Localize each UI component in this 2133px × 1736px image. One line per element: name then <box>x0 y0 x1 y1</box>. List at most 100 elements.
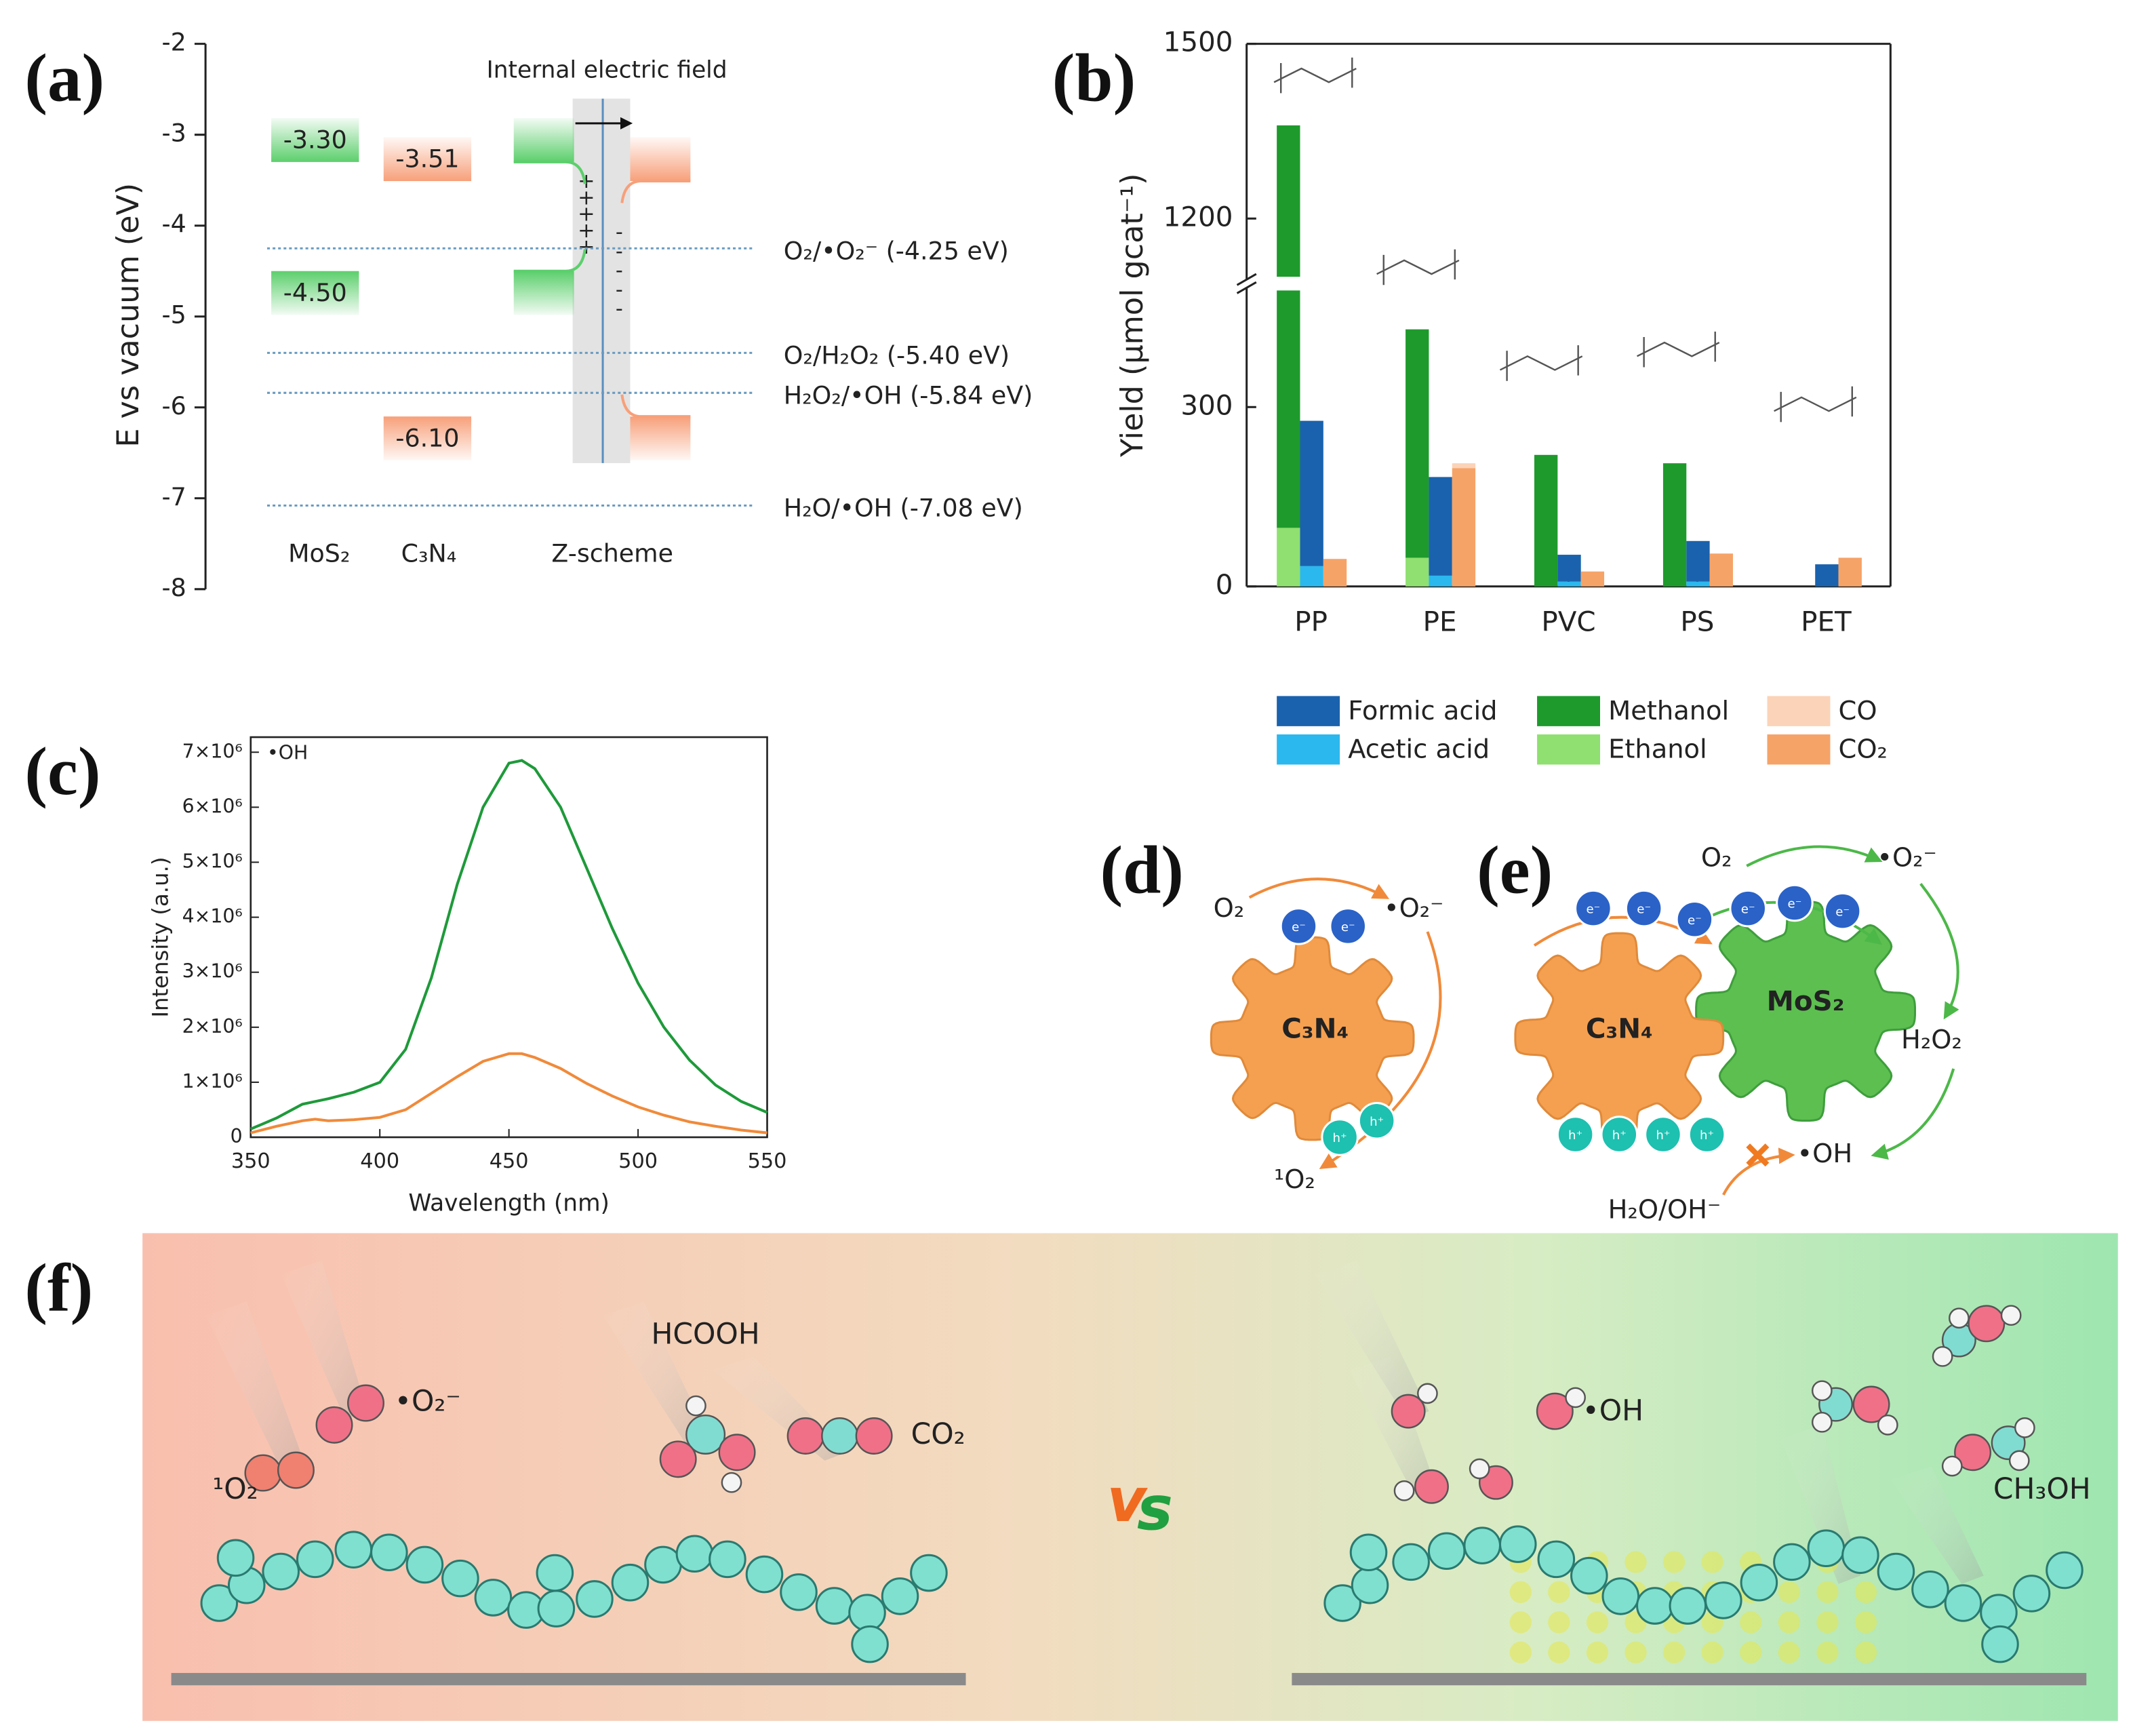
y-tick-label: 1200 <box>1163 200 1233 233</box>
atom <box>1414 1469 1449 1504</box>
y-tick-label: 7×10⁶ <box>182 740 243 762</box>
species: O₂ <box>1214 893 1245 924</box>
particle-label: e⁻ <box>1637 903 1651 917</box>
arrow <box>1871 1068 1955 1160</box>
panel-a: -8 -7 -6 -5 -4 -3 -2 E vs vacuum (eV) MoS₂ C₃N₄ Z-… <box>111 28 1033 602</box>
species: •O₂⁻ <box>1384 893 1443 924</box>
versus: s <box>1137 1473 1173 1543</box>
polymer-bead <box>536 1554 574 1592</box>
blocked <box>1746 1143 1770 1167</box>
redox-label: H₂O₂/•OH (-5.84 eV) <box>784 380 1033 410</box>
y-axis-label: Intensity (a.u.) <box>147 857 173 1018</box>
support-atom <box>1624 1641 1647 1663</box>
legend-swatch <box>1537 734 1600 765</box>
x-tick-label: 400 <box>360 1149 399 1173</box>
x-tick-label: PVC <box>1541 605 1595 637</box>
polymer-bead <box>1841 1536 1879 1575</box>
versus: v <box>1107 1465 1149 1535</box>
bar <box>1429 477 1452 576</box>
support-atom <box>1778 1581 1800 1604</box>
arrow <box>1319 931 1442 1170</box>
legend-label: Formic acid <box>1348 696 1497 726</box>
atom <box>786 1417 824 1455</box>
y-tick-label: 5×10⁶ <box>182 850 243 872</box>
y-axis-label: Yield (μmol gcat⁻¹) <box>1115 174 1150 458</box>
particle-label: h⁺ <box>1656 1128 1670 1143</box>
particle <box>1556 1116 1595 1153</box>
atom <box>1565 1387 1586 1408</box>
polymer-bead <box>370 1533 408 1572</box>
panel-d: C₃N₄ O₂ •O₂⁻ ¹O₂ e⁻ e⁻ h⁺ h⁺ <box>1210 877 1443 1195</box>
atom <box>1954 1434 1992 1472</box>
bar <box>1406 329 1429 558</box>
atom <box>1393 1480 1415 1501</box>
bar <box>1534 454 1558 587</box>
band <box>383 416 472 460</box>
x-tick-label: 500 <box>618 1149 658 1173</box>
atom <box>1469 1458 1490 1480</box>
species: CH₃OH <box>1993 1473 2091 1506</box>
particle-label: e⁻ <box>1835 905 1850 920</box>
band <box>271 118 359 162</box>
panel-label: (d) <box>1100 831 1184 907</box>
polymer-bead <box>576 1580 614 1618</box>
polymer-bead <box>709 1540 746 1579</box>
polymer-bead <box>1773 1543 1811 1581</box>
polymer-bead <box>881 1577 919 1615</box>
atom <box>1852 1385 1890 1423</box>
polymer-bead <box>780 1573 818 1611</box>
interface-strip <box>572 98 631 463</box>
polymer-bead <box>334 1531 373 1569</box>
y-tick-label: -5 <box>162 300 186 330</box>
x-tick-label: PP <box>1294 605 1328 637</box>
polymer-bead <box>405 1545 444 1584</box>
plot-frame <box>250 736 768 1139</box>
support-atom <box>1816 1581 1839 1604</box>
redox-label: H₂O/•OH (-7.08 eV) <box>784 494 1023 523</box>
x-tick-label: 350 <box>231 1149 271 1173</box>
particle <box>1321 1118 1359 1156</box>
bar <box>1300 420 1323 566</box>
support-atom <box>1740 1611 1762 1634</box>
atom <box>2000 1305 2022 1326</box>
y-tick-label: -7 <box>162 482 186 511</box>
species: CO₂ <box>911 1418 965 1451</box>
polymer-bead <box>1669 1587 1707 1625</box>
x-axis-label: Wavelength (nm) <box>408 1190 610 1217</box>
arrow <box>1722 1147 1795 1196</box>
polymer-bead <box>1392 1543 1430 1581</box>
atom <box>659 1440 697 1478</box>
x-tick-label: 550 <box>748 1149 787 1173</box>
bar <box>1452 468 1476 587</box>
particle-label: h⁺ <box>1568 1128 1582 1143</box>
support-atom <box>1586 1641 1609 1663</box>
atom <box>1536 1392 1574 1430</box>
y-tick-label: 0 <box>231 1125 243 1147</box>
panel-c: 350 400 450 500 550 0 1×10⁶ 2×10⁶ 3×10⁶ 4×10⁶ 5×10… <box>147 736 787 1217</box>
polymer-bead <box>296 1540 334 1579</box>
redox-label: O₂/H₂O₂ (-5.40 eV) <box>784 340 1010 370</box>
bar <box>1580 571 1605 587</box>
support-atom <box>1701 1551 1723 1573</box>
structure-icon <box>1637 331 1720 368</box>
species: •O₂⁻ <box>395 1385 461 1419</box>
particle-label: h⁺ <box>1333 1131 1347 1145</box>
polymer-bead <box>1980 1594 2018 1632</box>
particle <box>1823 892 1862 930</box>
charge: - <box>616 297 623 321</box>
band-edge <box>513 160 586 184</box>
atom <box>1932 1345 1953 1367</box>
support-atom <box>1854 1641 1877 1663</box>
atom <box>685 1395 706 1417</box>
structure-icon <box>1273 57 1357 94</box>
polymer-bead <box>2012 1575 2051 1613</box>
legend-swatch <box>1767 734 1831 765</box>
y-tick-label: -6 <box>162 391 186 420</box>
gear-label: MoS₂ <box>1767 985 1845 1017</box>
atom <box>1877 1414 1898 1436</box>
y-tick-label: 300 <box>1180 389 1233 421</box>
particle <box>1644 1116 1682 1153</box>
z-band <box>513 271 574 315</box>
polymer-bead <box>1877 1552 1915 1591</box>
band <box>383 137 472 182</box>
